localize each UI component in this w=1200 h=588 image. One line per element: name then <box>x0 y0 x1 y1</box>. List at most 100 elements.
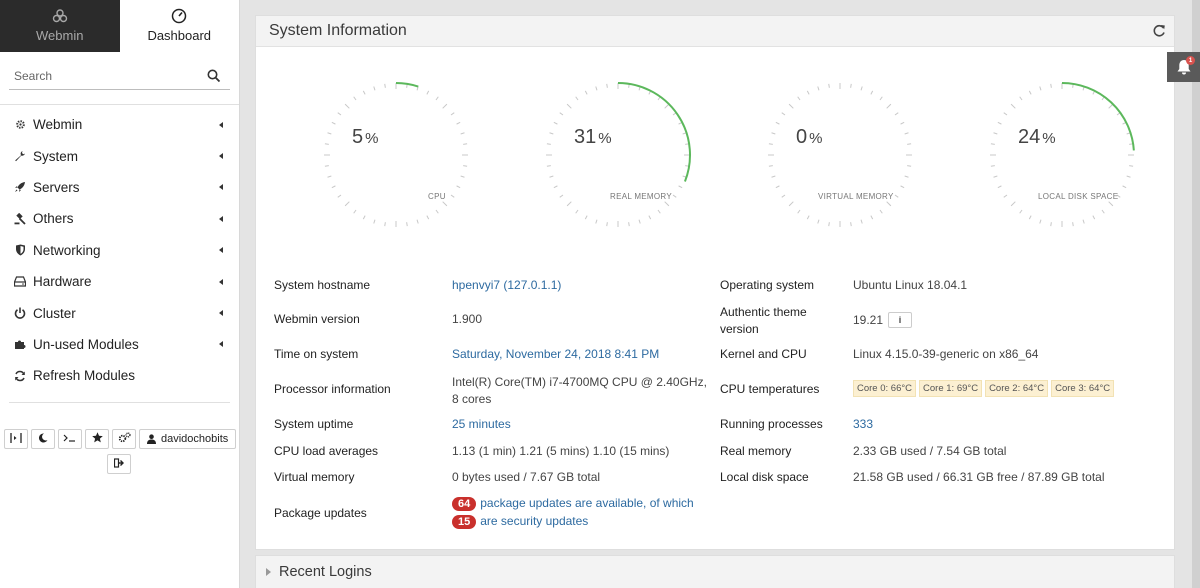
rocket-icon <box>14 181 26 193</box>
gauge-tick <box>549 175 554 178</box>
sidebar-item-hardware[interactable]: Hardware <box>0 266 239 297</box>
sidebar-item-label: Others <box>33 211 74 227</box>
sidebar-item-refresh-modules[interactable]: Refresh Modules <box>0 360 239 391</box>
scrollbar[interactable] <box>1192 0 1200 588</box>
logout-button[interactable] <box>107 454 131 474</box>
sidebar-item-label: Cluster <box>33 305 76 321</box>
info-label: Running processes <box>720 417 823 431</box>
gauge-tick <box>324 143 329 145</box>
gauge-label: VIRTUAL MEMORY <box>818 192 894 201</box>
gauge-tick <box>546 165 551 167</box>
hostname-link[interactable]: hpenvyi7 (127.0.1.1) <box>452 278 562 292</box>
caret-left-icon <box>219 310 223 317</box>
theme-version-value: 19.21 <box>853 313 884 327</box>
notification-count: 1 <box>1186 56 1195 65</box>
sidebar-item-webmin[interactable]: Webmin <box>0 109 239 140</box>
time-link[interactable]: Saturday, November 24, 2018 8:41 PM <box>452 347 660 361</box>
gauge-tick <box>870 90 874 95</box>
gauge-tick <box>463 143 468 145</box>
gauge-tick <box>1010 103 1016 109</box>
gauge-dial <box>990 82 1135 227</box>
gauge-tick <box>337 194 342 198</box>
gauge-label: REAL MEMORY <box>610 192 672 201</box>
dashboard-icon <box>170 7 188 25</box>
gauge-tick <box>1126 175 1131 178</box>
info-label: Time on system <box>274 347 359 361</box>
search-input[interactable] <box>9 64 230 88</box>
refresh-icon[interactable] <box>1152 24 1166 38</box>
package-count-badge: 64 <box>452 497 477 511</box>
gauge-tick <box>584 215 588 220</box>
gauge-dial <box>546 82 691 227</box>
gauge-tick <box>990 143 995 145</box>
gauge-label: CPU <box>428 192 446 201</box>
uptime-link[interactable]: 25 minutes <box>452 417 511 431</box>
user-icon <box>147 434 156 444</box>
gauge-tick <box>1108 201 1114 207</box>
user-name: davidochobits <box>161 433 229 445</box>
power-icon <box>14 307 26 319</box>
toggle-sidebar-button[interactable] <box>4 429 28 449</box>
wrench-icon <box>14 150 26 162</box>
gauge-tick <box>817 219 820 224</box>
night-mode-button[interactable] <box>31 429 55 449</box>
gauge-tick <box>331 121 336 125</box>
info-label: Processor information <box>274 382 391 396</box>
tab-dashboard[interactable]: Dashboard <box>119 0 239 52</box>
gauge-tick <box>331 185 336 189</box>
sidebar: Webmin Dashboard Webmin System <box>0 0 240 588</box>
collapse-icon <box>10 432 22 446</box>
info-label: Operating system <box>720 278 815 292</box>
running-processes-link[interactable]: 333 <box>853 417 874 431</box>
gauge-tick <box>904 132 909 135</box>
notifications-button[interactable]: 1 <box>1167 52 1200 82</box>
security-count-badge: 15 <box>452 515 477 529</box>
gauge-tick <box>638 219 641 224</box>
search-icon[interactable] <box>207 69 221 83</box>
info-row-time: Time on system <box>274 347 358 361</box>
sidebar-item-unused-modules[interactable]: Un-used Modules <box>0 329 239 360</box>
security-updates-link[interactable]: are security updates <box>480 514 589 528</box>
gauge-tick <box>1050 222 1052 227</box>
gauge-tick <box>456 121 461 125</box>
theme-version-line: 19.21 i <box>853 312 913 328</box>
gauge-tick <box>344 201 350 207</box>
refresh-icon <box>14 370 26 382</box>
tab-webmin[interactable]: Webmin <box>0 0 120 52</box>
info-row-virtual-memory: Virtual memory <box>274 470 354 484</box>
package-updates-link[interactable]: package updates are available, of which <box>480 496 694 510</box>
gauge-tick <box>456 185 461 189</box>
gauge-tick <box>442 201 448 207</box>
favorites-button[interactable] <box>85 429 109 449</box>
gauge-tick <box>775 185 780 189</box>
sidebar-item-label: Refresh Modules <box>33 368 136 384</box>
gauge-cpu: 5% CPU <box>316 70 476 240</box>
user-button[interactable]: davidochobits <box>139 429 237 449</box>
caret-left-icon <box>219 153 223 160</box>
os-value: Ubuntu Linux 18.04.1 <box>853 278 968 292</box>
security-updates-line: 15 are security updates <box>452 514 588 529</box>
terminal-button[interactable] <box>58 429 82 449</box>
gauge-tick <box>460 132 465 135</box>
sidebar-item-others[interactable]: Others <box>0 203 239 234</box>
info-icon[interactable]: i <box>888 312 913 328</box>
gauge-tick <box>672 194 677 198</box>
info-label: Virtual memory <box>274 470 355 484</box>
info-label: Webmin version <box>274 312 360 326</box>
gauge-tick <box>1019 96 1023 101</box>
gauge-tick <box>362 215 366 220</box>
gauge-tick <box>860 219 863 224</box>
theme-settings-button[interactable] <box>112 429 136 449</box>
moon-icon <box>38 432 48 446</box>
sidebar-item-networking[interactable]: Networking <box>0 235 239 266</box>
sidebar-item-system[interactable]: System <box>0 140 239 171</box>
gauge-tick <box>850 83 852 88</box>
module-menu: Webmin System Servers Others <box>0 104 239 392</box>
sidebar-item-servers[interactable]: Servers <box>0 172 239 203</box>
gauge-tick <box>781 194 786 198</box>
recent-logins-panel[interactable]: Recent Logins <box>255 555 1175 588</box>
sidebar-item-cluster[interactable]: Cluster <box>0 297 239 328</box>
gauge-tick <box>993 132 998 135</box>
sidebar-item-label: Webmin <box>33 117 83 133</box>
gauge-tick <box>595 86 598 91</box>
